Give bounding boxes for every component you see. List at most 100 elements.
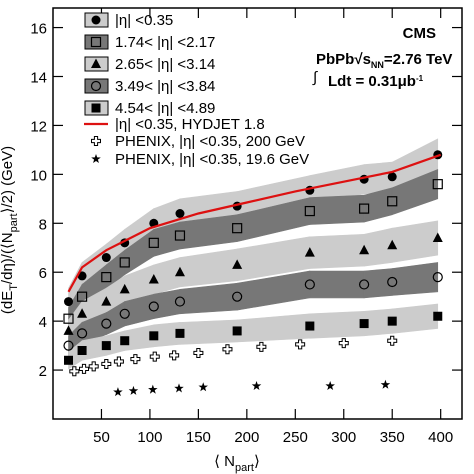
marker-cross bbox=[79, 363, 90, 374]
marker-open-circle bbox=[359, 279, 370, 290]
marker-open-square bbox=[174, 230, 186, 241]
marker-triangle bbox=[101, 296, 112, 306]
uncertainty-band bbox=[309, 311, 365, 339]
marker-triangle bbox=[432, 232, 443, 242]
marker-circle bbox=[387, 172, 397, 182]
x-tick-label: 250 bbox=[283, 429, 308, 446]
marker-square bbox=[101, 341, 111, 351]
marker-open-square bbox=[76, 291, 88, 302]
legend-label: |η| <0.35 bbox=[115, 12, 173, 29]
y-label-a: (dE bbox=[0, 291, 16, 314]
marker-square bbox=[64, 355, 74, 365]
y-tick-label: 12 bbox=[30, 118, 47, 135]
marker-open-square bbox=[101, 272, 112, 283]
marker-cross bbox=[101, 358, 112, 369]
marker-circle bbox=[101, 253, 111, 263]
energy: =2.76 TeV bbox=[384, 51, 453, 68]
x-label-sub: part bbox=[235, 462, 254, 474]
marker-star bbox=[174, 383, 184, 393]
y-tick-label: 8 bbox=[39, 216, 47, 233]
uncertainty-band bbox=[179, 282, 238, 315]
sqrt: √s bbox=[354, 51, 371, 68]
marker-circle bbox=[175, 209, 185, 218]
marker-square bbox=[433, 311, 443, 321]
marker-open-square bbox=[387, 196, 398, 207]
marker-star bbox=[113, 387, 123, 397]
marker-open-square bbox=[359, 203, 370, 214]
marker-triangle bbox=[119, 283, 130, 294]
lumi-label: Ldt = 0.31μb-1 bbox=[328, 73, 424, 90]
marker-triangle bbox=[359, 244, 370, 255]
uncertainty-band bbox=[363, 227, 393, 267]
uncertainty-band bbox=[309, 194, 365, 225]
marker-open-square bbox=[148, 237, 159, 248]
marker-open-circle bbox=[387, 276, 398, 288]
legend-band bbox=[84, 78, 109, 94]
marker-triangle bbox=[232, 259, 243, 269]
x-tick-label: 200 bbox=[234, 429, 259, 446]
marker-circle bbox=[64, 297, 74, 307]
legend-label: 1.74< |η| <2.17 bbox=[115, 34, 215, 51]
legend-band bbox=[84, 34, 109, 50]
marker-open-square bbox=[432, 179, 443, 190]
marker-cross bbox=[387, 335, 398, 346]
energy-sub: NN bbox=[371, 60, 384, 70]
marker-square bbox=[91, 103, 101, 113]
x-tick-label: 50 bbox=[93, 429, 110, 446]
marker-open-circle bbox=[101, 318, 112, 329]
uncertainty-band bbox=[391, 303, 439, 334]
y-label-c: /dη)/(⟨N bbox=[0, 232, 16, 284]
lumi-sup: -1 bbox=[416, 74, 424, 83]
marker-circle bbox=[91, 15, 101, 25]
marker-square bbox=[359, 319, 369, 329]
legend: |η| <0.35 1.74< |η| <2.17 2.65< |η| <3.14 3… bbox=[84, 12, 309, 168]
y-tick-label: 4 bbox=[39, 314, 47, 331]
legend-label: |η| <0.35, HYDJET 1.8 bbox=[115, 116, 265, 133]
y-tick-label: 16 bbox=[30, 21, 47, 38]
marker-open-circle bbox=[232, 291, 243, 302]
marker-open-circle bbox=[432, 272, 443, 283]
y-tick-label: 2 bbox=[39, 363, 47, 380]
marker-open-square bbox=[304, 205, 315, 217]
marker-star bbox=[325, 380, 335, 391]
model-line bbox=[67, 153, 442, 293]
marker-triangle bbox=[304, 247, 315, 257]
uncertainty-band bbox=[309, 270, 365, 299]
marker-open-circle bbox=[63, 340, 74, 351]
marker-star bbox=[380, 379, 391, 389]
legend-label: PHENIX, |η| <0.35, 19.6 GeV bbox=[115, 151, 309, 168]
marker-triangle bbox=[63, 325, 74, 335]
marker-square bbox=[305, 321, 315, 331]
experiment-label: CMS bbox=[403, 25, 436, 42]
marker-triangle bbox=[387, 239, 398, 250]
marker-cross bbox=[91, 136, 101, 146]
uncertainty-band bbox=[391, 262, 439, 296]
energy-label: PbPb√sNN=2.76 TeV bbox=[316, 51, 452, 70]
system: PbPb bbox=[316, 51, 354, 68]
marker-square bbox=[387, 316, 397, 326]
plot-frame bbox=[52, 7, 463, 420]
x-tick-label: 300 bbox=[331, 429, 356, 446]
marker-square bbox=[77, 346, 87, 355]
legend-label: PHENIX, |η| <0.35, 200 GeV bbox=[115, 133, 305, 150]
x-axis-label: ⟨ Npart⟩ bbox=[214, 453, 260, 474]
legend-label: 3.49< |η| <3.84 bbox=[115, 78, 215, 95]
marker-open-circle bbox=[148, 301, 159, 312]
markers bbox=[63, 150, 443, 397]
y-axis-label: (dET/dη)/(⟨Npart⟩/2) (GeV) bbox=[0, 146, 20, 314]
lumi: Ldt = 0.31μb bbox=[328, 73, 416, 90]
marker-triangle bbox=[174, 266, 185, 277]
marker-cross bbox=[338, 338, 349, 349]
marker-open-circle bbox=[304, 279, 315, 290]
uncertainty-band bbox=[309, 233, 365, 269]
x-tick-label: 350 bbox=[380, 429, 405, 446]
x-tick-label: 400 bbox=[428, 429, 453, 446]
y-label-b: T bbox=[8, 284, 20, 291]
uncertainty-band bbox=[179, 319, 238, 345]
marker-cross bbox=[130, 354, 141, 365]
legend-label: 2.65< |η| <3.14 bbox=[115, 56, 215, 73]
y-tick-label: 6 bbox=[39, 265, 47, 282]
plot-area bbox=[63, 138, 443, 397]
uncertainty-band bbox=[236, 313, 311, 343]
